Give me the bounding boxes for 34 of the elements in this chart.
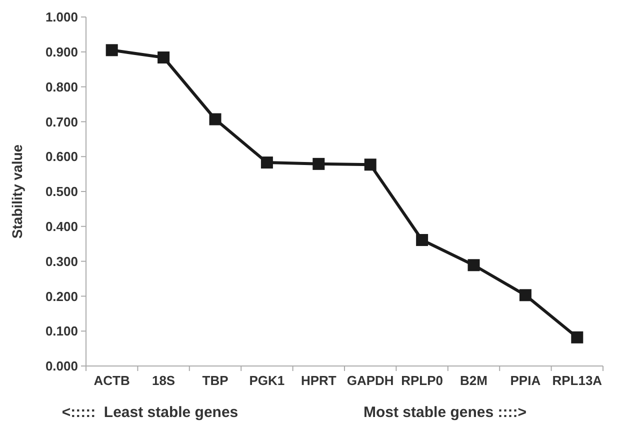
x-tick-label: HPRT (300, 373, 336, 388)
x-tick-label: ACTB (94, 373, 130, 388)
y-tick-label: 0.300 (45, 254, 78, 269)
text: Most stable genes ::::> (364, 404, 527, 421)
y-tick-label: 0.000 (45, 358, 78, 374)
point (106, 44, 118, 56)
x-tick-label: PGK1 (249, 373, 285, 388)
point (158, 51, 170, 64)
y-axis-title: Stability value (9, 144, 25, 239)
x-tick-label: PPIA (510, 373, 542, 388)
x-tick-label: GAPDH (346, 373, 394, 388)
y-tick-label: 0.600 (45, 149, 78, 164)
point (519, 289, 532, 302)
y-tick-label: 0.100 (45, 324, 78, 339)
point (209, 113, 222, 126)
x-tick-label: RPL13A (552, 373, 603, 388)
y-tick-label: 1.000 (45, 10, 78, 25)
y-tick-label: 0.900 (45, 44, 78, 60)
y-tick-label: 0.500 (45, 184, 78, 200)
y-tick-label: 0.200 (45, 288, 78, 304)
point (571, 331, 584, 344)
x-tick-label: RPLP0 (401, 373, 444, 388)
point (260, 156, 273, 169)
y-tick-label: 0.400 (45, 218, 78, 234)
x-tick-label: 18S (152, 373, 176, 388)
point (468, 259, 480, 272)
point (312, 158, 325, 170)
y-tick-label: 0.700 (45, 114, 78, 130)
point (364, 158, 376, 171)
y-tick-label: 0.800 (45, 79, 78, 94)
point (416, 234, 428, 246)
x-tick-label: B2M (460, 373, 488, 388)
x-tick-label: TBP (202, 373, 229, 388)
text: <::::: Least stable genes (62, 404, 238, 421)
